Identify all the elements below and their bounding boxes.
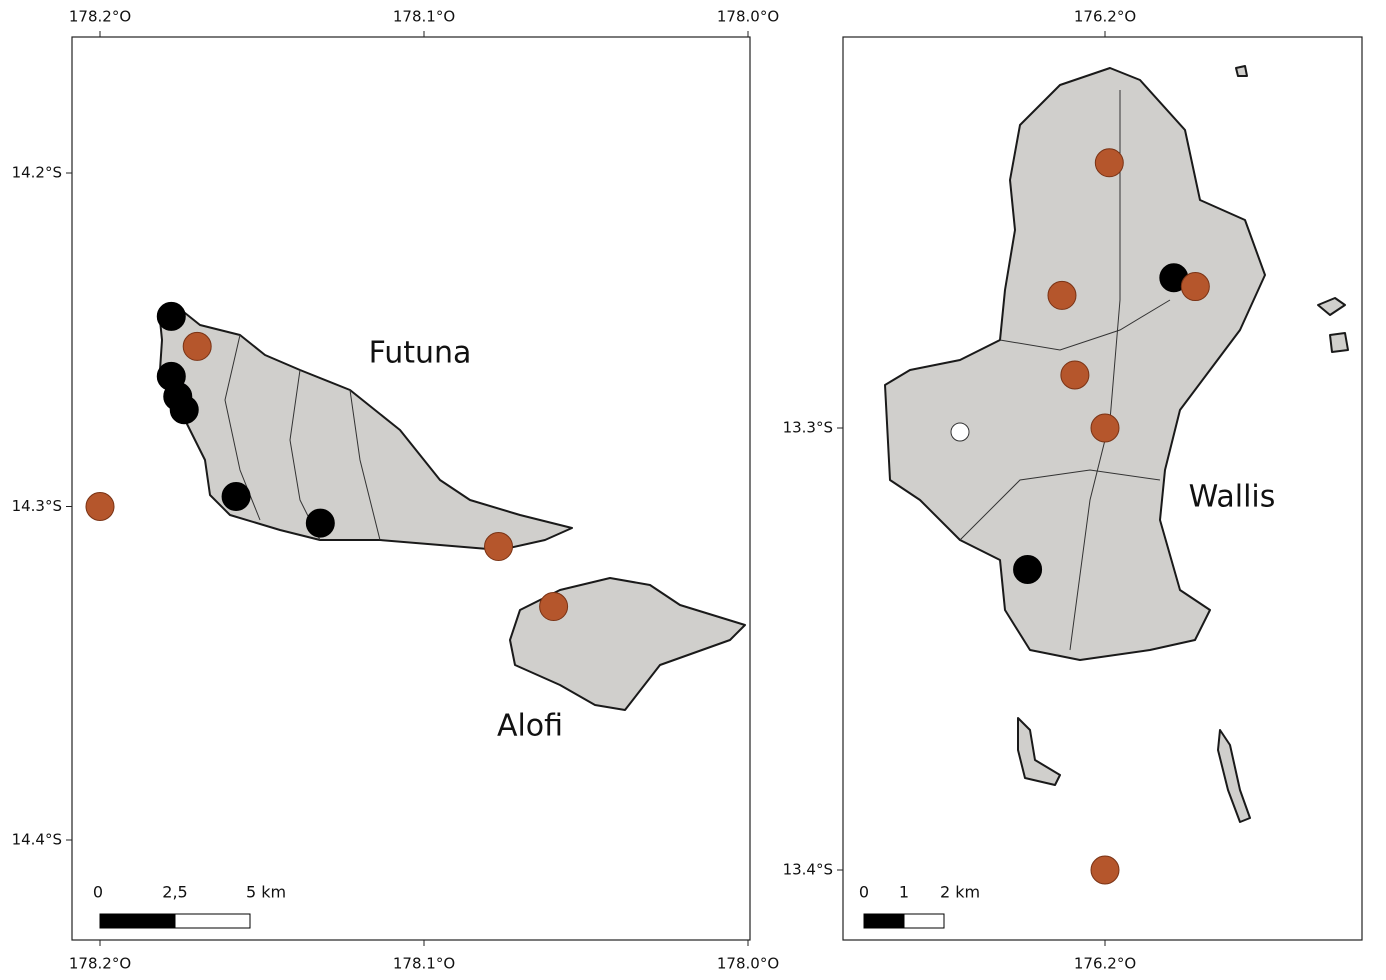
sample-point	[182, 331, 212, 361]
islet	[1217, 729, 1251, 823]
sample-point	[484, 532, 514, 562]
lat-tick-label: 14.2°S	[12, 164, 62, 182]
island-shape	[509, 577, 746, 711]
lon-tick-label: 178.2°O	[69, 955, 131, 973]
scale-label: 2 km	[940, 883, 980, 902]
islet	[1017, 717, 1061, 786]
island-label: Alofi	[497, 709, 563, 744]
island-label: Wallis	[1189, 480, 1276, 515]
sample-point	[539, 592, 569, 622]
lake	[950, 422, 970, 442]
lon-tick-label: 178.0°O	[717, 955, 779, 973]
lon-tick-label: 176.2°O	[1074, 8, 1136, 26]
road	[999, 299, 1171, 351]
lon-tick-label: 178.0°O	[717, 8, 779, 26]
road	[959, 469, 1161, 541]
islet	[1235, 65, 1248, 77]
scale-label: 2,5	[162, 883, 187, 902]
sample-point	[85, 492, 115, 521]
scale-label: 1	[899, 883, 909, 902]
scale-bar	[863, 913, 905, 929]
lat-tick-label: 14.4°S	[12, 831, 62, 849]
boundary	[349, 389, 381, 541]
island-label: Futuna	[369, 336, 472, 371]
scale-bar	[174, 913, 251, 929]
lon-tick-label: 178.2°O	[69, 8, 131, 26]
sample-point	[1013, 554, 1043, 584]
sample-point	[1060, 360, 1090, 390]
sample-point	[1094, 148, 1124, 178]
lat-tick-label: 14.3°S	[12, 497, 62, 515]
lon-tick-label: 178.1°O	[393, 955, 455, 973]
scale-label: 0	[859, 883, 869, 902]
sample-point	[156, 301, 186, 331]
lon-tick-label: 178.1°O	[393, 8, 455, 26]
lat-tick-label: 13.3°S	[783, 419, 833, 437]
sample-point	[1090, 413, 1120, 443]
lon-tick-label: 176.2°O	[1074, 955, 1136, 973]
sample-point	[1047, 280, 1077, 310]
islet	[1317, 297, 1346, 316]
sample-point	[1180, 272, 1210, 302]
sample-point	[305, 508, 335, 538]
island-shape	[159, 304, 573, 551]
scale-label: 5 km	[246, 883, 286, 902]
scale-label: 0	[93, 883, 103, 902]
islet	[1329, 332, 1349, 353]
lat-tick-label: 13.4°S	[783, 861, 833, 879]
sample-point	[221, 481, 251, 511]
scale-bar	[99, 913, 176, 929]
sample-point	[1090, 855, 1120, 885]
sample-point	[169, 395, 199, 425]
scale-bar	[903, 913, 945, 929]
